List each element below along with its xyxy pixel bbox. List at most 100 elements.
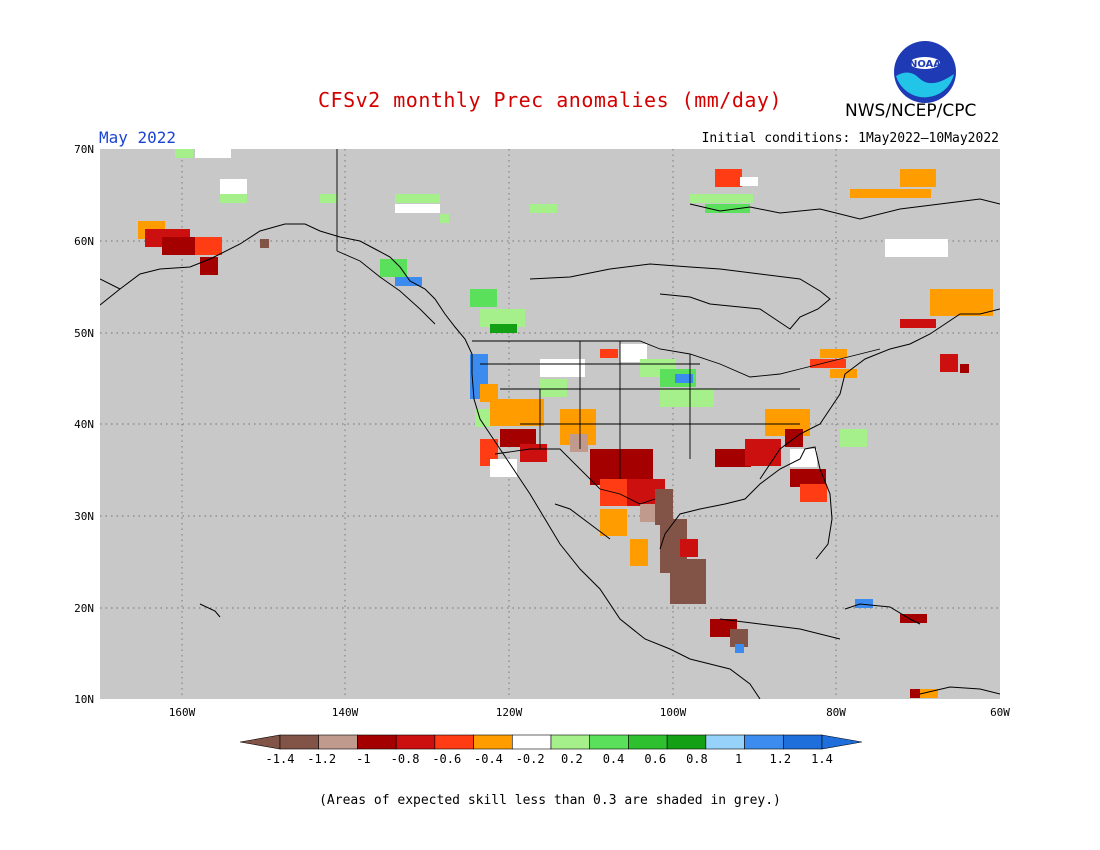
colorbar-swatch: [434, 734, 474, 750]
anomaly-cell: [484, 418, 493, 427]
anomaly-cell: [599, 458, 608, 467]
anomaly-cell: [900, 319, 909, 328]
anomaly-cell: [939, 289, 948, 298]
anomaly-cell: [921, 239, 930, 248]
anomaly-cell: [644, 467, 653, 476]
anomaly-cell: [162, 237, 171, 246]
anomaly-cell: [499, 468, 508, 477]
anomaly-cell: [696, 398, 705, 407]
anomaly-cell: [733, 178, 742, 187]
anomaly-cell: [975, 298, 984, 307]
anomaly-cell: [774, 418, 783, 427]
anomaly-cell: [200, 266, 209, 275]
anomaly-cell: [635, 467, 644, 476]
anomaly-cell: [678, 369, 687, 378]
anomaly-cell: [680, 548, 689, 557]
anomaly-cell: [590, 458, 599, 467]
anomaly-cell: [837, 359, 846, 368]
anomaly-cell: [498, 309, 507, 318]
anomaly-cell: [710, 619, 719, 628]
anomaly-cell: [733, 458, 742, 467]
anomaly-cell: [723, 204, 732, 213]
anomaly-cell: [599, 467, 608, 476]
anomaly-cell: [877, 189, 886, 198]
anomaly-cell: [649, 513, 658, 522]
anomaly-cell: [724, 458, 733, 467]
anomaly-cell: [829, 349, 838, 358]
anomaly-cell: [213, 149, 222, 158]
anomaly-cell: [538, 453, 547, 462]
anomaly-cell: [900, 169, 909, 178]
anomaly-cell: [600, 479, 609, 488]
anomaly-cell: [745, 439, 754, 448]
anomaly-cell: [558, 388, 567, 397]
anomaly-cell: [678, 519, 687, 528]
anomaly-cell: [858, 429, 867, 438]
anomaly-cell: [558, 368, 567, 377]
anomaly-cell: [679, 595, 688, 604]
anomaly-cell: [957, 307, 966, 316]
anomaly-cell: [800, 493, 809, 502]
colorbar-label: 0.4: [602, 752, 625, 766]
anomaly-cell: [903, 239, 912, 248]
anomaly-cell: [578, 409, 587, 418]
anomaly-cell: [209, 266, 218, 275]
anomaly-cell: [560, 427, 569, 436]
anomaly-cell: [638, 497, 647, 506]
anomaly-cell: [649, 504, 658, 513]
anomaly-cell: [184, 149, 193, 158]
anomaly-cell: [569, 409, 578, 418]
anomaly-cell: [801, 418, 810, 427]
anomaly-cell: [895, 189, 904, 198]
anomaly-cell: [518, 429, 527, 438]
colorbar-label: -0.2: [515, 752, 545, 766]
anomaly-cell: [404, 204, 413, 213]
anomaly-cell: [808, 458, 817, 467]
anomaly-cell: [957, 289, 966, 298]
anomaly-cell: [608, 467, 617, 476]
anomaly-cell: [794, 429, 803, 438]
anomaly-cell: [147, 221, 156, 230]
anomaly-cell: [600, 527, 609, 536]
anomaly-cell: [660, 519, 669, 528]
anomaly-cell: [669, 537, 678, 546]
anomaly-cell: [868, 189, 877, 198]
colorbar-label: -1.4: [265, 752, 295, 766]
anomaly-cell: [470, 390, 479, 399]
political-borders: [336, 149, 881, 505]
anomaly-cell: [799, 449, 808, 458]
anomaly-cells: [138, 149, 993, 698]
anomaly-cell: [638, 479, 647, 488]
map-title: CFSv2 monthly Prec anomalies (mm/day): [317, 88, 783, 112]
anomaly-cell: [678, 389, 687, 398]
colorbar-swatch: [550, 734, 591, 750]
anomaly-cell: [398, 259, 407, 268]
anomaly-cell: [638, 344, 647, 353]
anomaly-cell: [508, 459, 517, 468]
anomaly-cell: [714, 204, 723, 213]
anomaly-cell: [590, 449, 599, 458]
anomaly-cell: [508, 324, 517, 333]
anomaly-cell: [655, 516, 664, 525]
anomaly-cell: [489, 309, 498, 318]
anomaly-cell: [617, 458, 626, 467]
anomaly-cell: [913, 189, 922, 198]
anomaly-cell: [587, 436, 596, 445]
anomaly-cell: [808, 478, 817, 487]
anomaly-cell: [517, 417, 526, 426]
lon-label: 60W: [990, 706, 1010, 719]
anomaly-cell: [696, 389, 705, 398]
anomaly-cell: [600, 509, 609, 518]
colorbar-label: 1.2: [769, 752, 792, 766]
anomaly-cell: [754, 457, 763, 466]
anomaly-cell: [238, 194, 247, 203]
anomaly-cell: [422, 204, 431, 213]
anomaly-cell: [500, 438, 509, 447]
agency-label: NWS/NCEP/CPC: [845, 101, 977, 121]
anomaly-cell: [655, 498, 664, 507]
anomaly-cell: [560, 418, 569, 427]
anomaly-cell: [848, 369, 857, 378]
anomaly-cell: [660, 537, 669, 546]
anomaly-cell: [660, 398, 669, 407]
colorbar-swatch: [666, 734, 707, 750]
